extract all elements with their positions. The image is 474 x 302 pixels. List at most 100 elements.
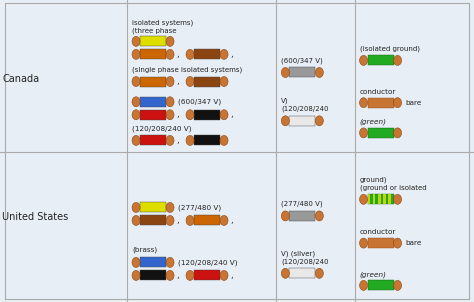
Text: (green): (green) xyxy=(360,119,387,125)
FancyBboxPatch shape xyxy=(367,280,393,291)
Text: ,: , xyxy=(176,216,179,225)
Ellipse shape xyxy=(220,76,228,87)
Text: (isolated ground): (isolated ground) xyxy=(360,45,419,52)
FancyBboxPatch shape xyxy=(367,128,393,138)
FancyBboxPatch shape xyxy=(140,110,166,120)
Ellipse shape xyxy=(393,238,401,248)
FancyBboxPatch shape xyxy=(388,194,391,204)
Ellipse shape xyxy=(132,36,140,47)
Ellipse shape xyxy=(166,135,174,146)
Ellipse shape xyxy=(220,270,228,281)
FancyBboxPatch shape xyxy=(140,97,166,107)
Ellipse shape xyxy=(166,36,174,47)
Text: (green): (green) xyxy=(360,271,387,278)
Ellipse shape xyxy=(360,98,367,108)
FancyBboxPatch shape xyxy=(383,194,386,204)
FancyBboxPatch shape xyxy=(140,202,166,213)
FancyBboxPatch shape xyxy=(194,76,220,87)
Ellipse shape xyxy=(360,280,367,291)
Ellipse shape xyxy=(166,202,174,213)
Text: isolated systems): isolated systems) xyxy=(132,19,193,26)
Ellipse shape xyxy=(393,280,401,291)
Ellipse shape xyxy=(220,135,228,146)
Ellipse shape xyxy=(360,128,367,138)
Ellipse shape xyxy=(186,49,194,59)
Ellipse shape xyxy=(132,215,140,226)
Ellipse shape xyxy=(166,215,174,226)
Text: (277/480 V): (277/480 V) xyxy=(282,201,323,207)
FancyBboxPatch shape xyxy=(194,270,220,281)
Text: ,: , xyxy=(230,110,233,119)
Text: ground): ground) xyxy=(360,176,387,183)
FancyBboxPatch shape xyxy=(140,76,166,87)
FancyBboxPatch shape xyxy=(194,215,220,226)
Ellipse shape xyxy=(315,268,323,278)
Ellipse shape xyxy=(166,97,174,107)
Text: (single phase isolated systems): (single phase isolated systems) xyxy=(132,66,242,73)
Text: ,: , xyxy=(230,216,233,225)
Ellipse shape xyxy=(186,215,194,226)
Text: ,: , xyxy=(176,271,179,280)
Text: conductor: conductor xyxy=(360,89,396,95)
Ellipse shape xyxy=(132,257,140,268)
Ellipse shape xyxy=(393,194,401,204)
Ellipse shape xyxy=(186,76,194,87)
Ellipse shape xyxy=(282,211,289,221)
Ellipse shape xyxy=(166,76,174,87)
Text: (ground or isolated: (ground or isolated xyxy=(360,184,426,191)
Ellipse shape xyxy=(360,55,367,66)
Ellipse shape xyxy=(132,202,140,213)
FancyBboxPatch shape xyxy=(373,194,375,204)
Ellipse shape xyxy=(315,211,323,221)
Ellipse shape xyxy=(360,194,367,204)
Ellipse shape xyxy=(186,270,194,281)
Text: United States: United States xyxy=(2,212,69,223)
Ellipse shape xyxy=(282,268,289,278)
Ellipse shape xyxy=(315,116,323,126)
Text: V): V) xyxy=(282,98,289,104)
Text: bare: bare xyxy=(406,100,422,106)
Text: ,: , xyxy=(230,50,233,59)
Ellipse shape xyxy=(220,110,228,120)
Ellipse shape xyxy=(220,49,228,59)
Ellipse shape xyxy=(186,110,194,120)
Text: (120/208/240 V): (120/208/240 V) xyxy=(178,259,237,266)
FancyBboxPatch shape xyxy=(289,116,315,126)
FancyBboxPatch shape xyxy=(194,110,220,120)
Text: ,: , xyxy=(176,136,179,145)
Ellipse shape xyxy=(132,135,140,146)
Text: (277/480 V): (277/480 V) xyxy=(178,204,221,211)
FancyBboxPatch shape xyxy=(140,215,166,226)
Ellipse shape xyxy=(186,135,194,146)
FancyBboxPatch shape xyxy=(378,194,381,204)
Ellipse shape xyxy=(132,97,140,107)
FancyBboxPatch shape xyxy=(289,211,315,221)
Ellipse shape xyxy=(393,128,401,138)
FancyBboxPatch shape xyxy=(367,194,370,204)
Text: ,: , xyxy=(176,110,179,119)
Text: (brass): (brass) xyxy=(132,246,157,253)
Ellipse shape xyxy=(220,215,228,226)
Text: (three phase: (three phase xyxy=(132,27,176,34)
Ellipse shape xyxy=(132,110,140,120)
FancyBboxPatch shape xyxy=(367,194,393,204)
FancyBboxPatch shape xyxy=(140,135,166,146)
FancyBboxPatch shape xyxy=(289,268,315,278)
Ellipse shape xyxy=(166,270,174,281)
Ellipse shape xyxy=(132,76,140,87)
Text: (600/347 V): (600/347 V) xyxy=(178,98,221,105)
Ellipse shape xyxy=(315,67,323,78)
Text: ,: , xyxy=(176,50,179,59)
Ellipse shape xyxy=(393,98,401,108)
FancyBboxPatch shape xyxy=(367,238,393,248)
Text: ,: , xyxy=(230,271,233,280)
FancyBboxPatch shape xyxy=(194,49,220,59)
Ellipse shape xyxy=(132,49,140,59)
Ellipse shape xyxy=(166,49,174,59)
FancyBboxPatch shape xyxy=(194,135,220,146)
Ellipse shape xyxy=(132,270,140,281)
Text: (120/208/240 V): (120/208/240 V) xyxy=(132,125,191,132)
FancyBboxPatch shape xyxy=(140,257,166,268)
Text: Canada: Canada xyxy=(2,73,39,84)
FancyBboxPatch shape xyxy=(140,36,166,47)
